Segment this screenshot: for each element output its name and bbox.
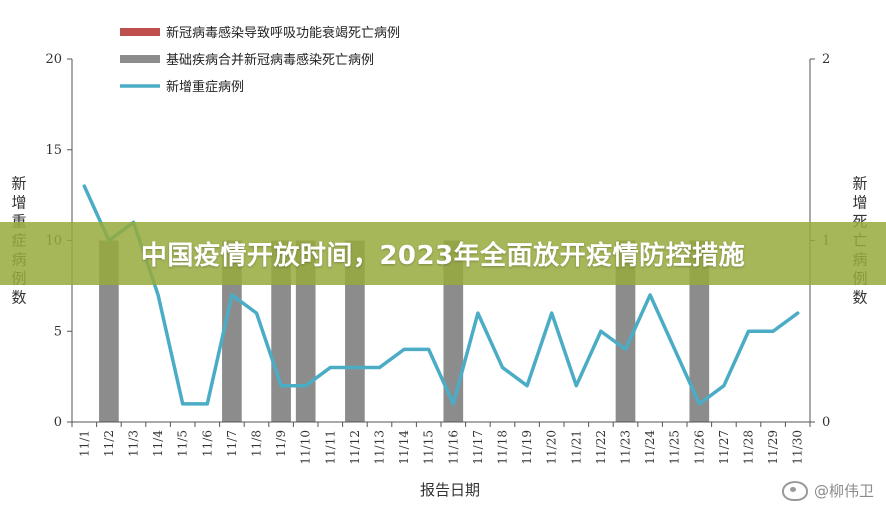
watermark: @柳伟卫 <box>781 480 874 501</box>
bar-1-11/16 <box>443 240 464 422</box>
x-tick-label: 11/29 <box>766 430 780 465</box>
legend-label-2: 新增重症病例 <box>166 79 244 95</box>
x-tick-label: 11/18 <box>496 430 510 465</box>
x-tick-label: 11/14 <box>397 430 411 465</box>
x-tick-label: 11/4 <box>151 430 165 457</box>
bar-1-11/12 <box>345 240 365 422</box>
x-tick-label: 11/1 <box>77 430 91 457</box>
x-tick-label: 11/26 <box>692 430 706 465</box>
x-tick-label: 11/24 <box>643 430 657 465</box>
x-axis-title: 报告日期 <box>420 481 480 499</box>
right-tick-label: 2 <box>822 52 830 67</box>
title-banner: 中国疫情开放时间，2023年全面放开疫情防控措施 <box>0 222 886 285</box>
legend-label-0: 新冠病毒感染导致呼吸功能衰竭死亡病例 <box>166 25 400 41</box>
x-tick-label: 11/19 <box>520 430 534 465</box>
legend-label-1: 基础疾病合并新冠病毒感染死亡病例 <box>166 52 374 68</box>
x-tick-label: 11/15 <box>422 430 436 465</box>
x-tick-label: 11/8 <box>250 430 264 457</box>
x-tick-label: 11/13 <box>373 430 387 465</box>
x-tick-label: 11/6 <box>200 430 214 457</box>
bar-1-11/2 <box>99 240 119 422</box>
bar-1-11/26 <box>689 240 710 422</box>
line-layer <box>82 184 800 406</box>
legend-swatch-0 <box>120 28 160 36</box>
x-tick-label: 11/10 <box>299 430 313 465</box>
legend-swatch-1 <box>120 55 160 63</box>
x-tick-label: 11/25 <box>668 430 682 465</box>
bar-1-11/10 <box>295 240 316 422</box>
left-tick-label: 15 <box>45 143 62 158</box>
x-tick-label: 11/11 <box>323 430 337 465</box>
x-tick-label: 11/20 <box>545 430 559 465</box>
x-tick-label: 11/23 <box>619 430 633 465</box>
x-tick-label: 11/17 <box>471 430 485 465</box>
x-tick-label: 11/5 <box>176 430 190 457</box>
x-tick-label: 11/3 <box>127 430 141 457</box>
left-tick-label: 0 <box>54 415 62 430</box>
bar-1-11/23 <box>615 240 636 422</box>
x-tick-label: 11/22 <box>594 430 608 465</box>
x-tick-label: 11/12 <box>348 430 362 465</box>
x-tick-label: 11/27 <box>717 430 731 465</box>
weibo-logo-icon <box>781 480 808 501</box>
left-tick-label: 20 <box>45 52 62 67</box>
x-tick-label: 11/7 <box>225 430 239 457</box>
left-tick-label: 5 <box>54 324 62 339</box>
watermark-text: @柳伟卫 <box>813 482 874 500</box>
bar-1-11/7 <box>222 240 242 422</box>
right-tick-label: 0 <box>822 415 830 430</box>
banner-title: 中国疫情开放时间，2023年全面放开疫情防控措施 <box>140 241 746 271</box>
line-series-0 <box>82 184 800 406</box>
x-tick-label: 11/16 <box>446 430 460 465</box>
x-tick-label: 11/30 <box>791 430 805 465</box>
x-tick-label: 11/2 <box>102 430 116 457</box>
x-tick-label: 11/9 <box>274 430 288 457</box>
x-tick-label: 11/21 <box>569 430 583 465</box>
x-tick-label: 11/28 <box>742 430 756 465</box>
